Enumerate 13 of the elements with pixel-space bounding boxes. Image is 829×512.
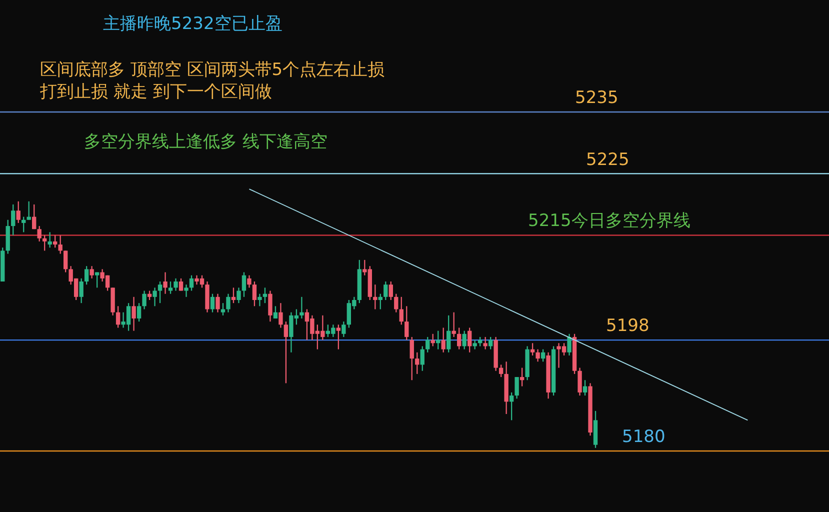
candlestick: [184, 284, 188, 297]
text: 打到止损 就走 到下一个区间做: [40, 82, 272, 102]
ref-line-label: 5215今日多空分界线: [528, 211, 690, 232]
ref-line-label: 5180: [622, 427, 666, 447]
annotation: 多空分界线上逢低多 线下逢高空: [84, 132, 328, 152]
text: 区间底部多 顶部空 区间两头带5个点左右止损: [40, 60, 385, 80]
candlestick: [258, 294, 262, 306]
ref-line-label: 5225: [586, 150, 630, 170]
candlestick: [300, 296, 304, 318]
text: 主播昨晚5232空已止盈: [103, 14, 282, 34]
ref-line-label: 5198: [606, 316, 650, 336]
candlestick: [163, 272, 168, 294]
ref-line-label: 5235: [575, 88, 618, 108]
